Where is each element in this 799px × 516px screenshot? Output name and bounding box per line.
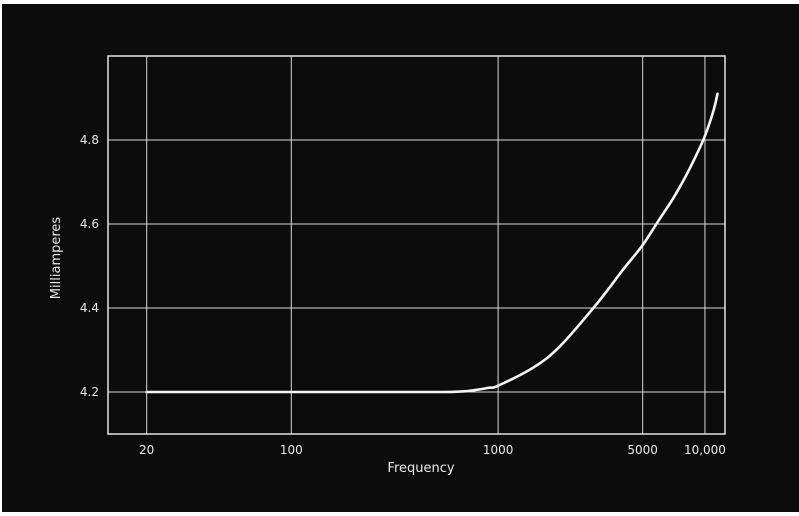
x-axis-title: Frequency [387, 461, 454, 476]
grid [108, 56, 725, 434]
series-line [145, 92, 719, 394]
y-tick-label: 4.6 [80, 217, 99, 231]
y-tick-label: 4.2 [80, 385, 99, 399]
x-tick-label: 5000 [627, 443, 658, 457]
y-tick-labels: 4.2 4.4 4.6 4.8 [80, 133, 99, 399]
chart-background [2, 4, 799, 512]
x-tick-label: 1000 [483, 443, 514, 457]
y-axis-title: Milliamperes [49, 217, 64, 300]
x-tick-label: 100 [280, 443, 303, 457]
x-tick-label: 10,000 [684, 443, 726, 457]
x-tick-label: 20 [139, 443, 154, 457]
y-tick-label: 4.4 [80, 301, 99, 315]
plot-frame [107, 55, 726, 435]
y-tick-label: 4.8 [80, 133, 99, 147]
x-tick-labels: 20 100 1000 5000 10,000 [139, 443, 726, 457]
